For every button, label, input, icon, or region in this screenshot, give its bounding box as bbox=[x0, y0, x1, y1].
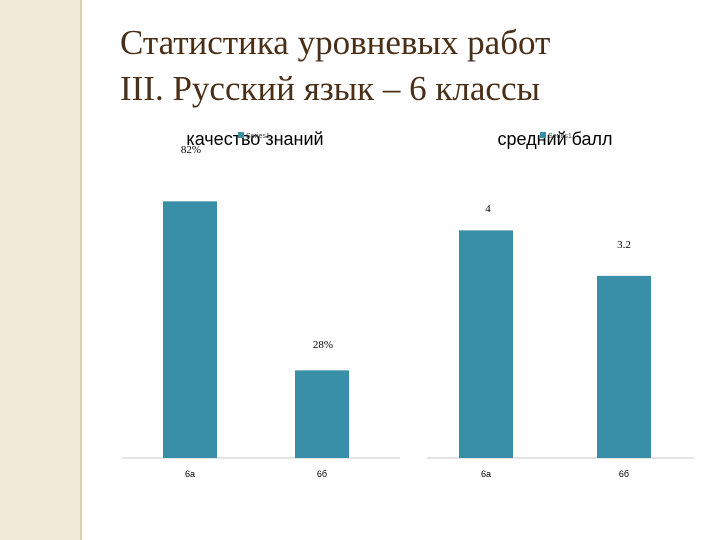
legend-label: Series1 bbox=[246, 133, 270, 140]
legend-swatch bbox=[540, 132, 546, 138]
x-tick-label: 6а bbox=[185, 469, 195, 479]
bar bbox=[163, 201, 217, 458]
data-label: 3.2 bbox=[617, 239, 631, 251]
data-label: 4 bbox=[485, 203, 491, 215]
slide-title-line-2: III. Русский язык – 6 классы bbox=[120, 69, 540, 108]
side-divider bbox=[80, 0, 82, 540]
data-label: 82% bbox=[181, 144, 201, 156]
slide-title: Статистика уровневых работ III. Русский … bbox=[120, 20, 700, 112]
x-tick-label: 6б bbox=[619, 469, 629, 479]
x-tick-label: 6б bbox=[317, 469, 327, 479]
bar bbox=[459, 230, 513, 458]
chart-title: качество знаний bbox=[186, 129, 323, 149]
bar bbox=[295, 370, 349, 458]
bar bbox=[597, 275, 651, 458]
data-label: 28% bbox=[313, 339, 333, 351]
side-decoration bbox=[0, 0, 80, 540]
legend-label: Series1 bbox=[548, 133, 572, 140]
legend-swatch bbox=[238, 132, 244, 138]
slide-title-line-1: Статистика уровневых работ bbox=[120, 23, 551, 62]
chart-title: средний балл bbox=[497, 129, 612, 149]
x-tick-label: 6а bbox=[481, 469, 491, 479]
